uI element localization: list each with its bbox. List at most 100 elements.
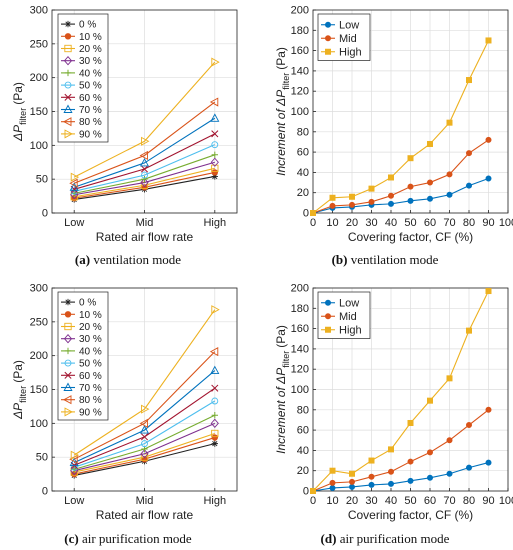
data-point [446, 119, 453, 126]
y-tick-label: 100 [291, 106, 309, 118]
legend-marker [64, 322, 72, 331]
series-line [73, 101, 216, 184]
legend-marker [64, 81, 72, 89]
data-point [407, 155, 414, 162]
legend-marker [63, 334, 73, 344]
data-point [139, 425, 150, 434]
legend-marker [63, 56, 73, 66]
series-line [73, 309, 216, 456]
data-point [387, 192, 394, 199]
y-tick-label: 120 [291, 364, 309, 376]
y-tick-label: 0 [42, 486, 48, 498]
x-tick-label: 30 [365, 495, 377, 507]
data-point [465, 77, 472, 84]
legend-label: 60 % [79, 93, 102, 104]
data-point [141, 440, 148, 448]
data-point [211, 412, 218, 419]
legend-label: 70 % [79, 105, 102, 116]
series-line [312, 290, 489, 492]
series-High-b [309, 37, 492, 216]
data-point [211, 169, 218, 176]
legend-marker [64, 44, 72, 53]
y-tick-label: 150 [30, 384, 48, 396]
legend-marker [64, 371, 72, 379]
legend-label: 50 % [79, 81, 102, 92]
series-line [74, 400, 216, 468]
series-line [73, 351, 216, 460]
series-line [312, 409, 489, 492]
y-tick-label: 300 [30, 5, 48, 17]
data-point [426, 474, 433, 481]
x-tick-label: 90 [482, 495, 494, 507]
data-point [446, 375, 453, 382]
data-point [70, 463, 78, 471]
data-point [329, 467, 336, 474]
y-tick-label: 100 [30, 418, 48, 430]
legend-label: 30 % [79, 56, 102, 67]
legend-label: 50 % [79, 359, 102, 370]
y-tick-label: 300 [30, 283, 48, 295]
legend-marker [64, 93, 72, 101]
data-point [485, 459, 492, 466]
x-tick-label: 100 [499, 495, 513, 507]
data-point [70, 450, 80, 460]
data-point [368, 457, 375, 464]
y-tick-label: 20 [297, 465, 309, 477]
y-axis-label-main: Increment of ΔP [274, 90, 288, 176]
y-tick-label: 60 [297, 147, 309, 159]
data-point [211, 440, 218, 447]
series-line [312, 177, 489, 214]
chart-d: 0 20 40 60 80 100 120 140 160 180 200 0 10 20 30 40 50 60… [274, 283, 513, 523]
data-point [140, 433, 149, 441]
legend-label: 80 % [79, 395, 102, 406]
data-point [368, 481, 375, 488]
y-tick-label: 200 [30, 350, 48, 362]
y-tick-label: 40 [297, 445, 309, 457]
y-tick-label: 80 [297, 404, 309, 416]
legend-marker [324, 48, 331, 55]
caption-a-letter: (a) [74, 252, 91, 267]
data-point [140, 449, 149, 459]
x-tick-label: 50 [404, 495, 416, 507]
x-tick-label: Mid [136, 217, 154, 229]
data-point [485, 37, 492, 44]
data-point [465, 464, 472, 471]
data-point [426, 195, 433, 202]
data-point [211, 305, 220, 315]
data-point [69, 178, 78, 188]
x-tick-label: 90 [482, 217, 494, 229]
y-axis-label-unit: (Pa) [11, 82, 25, 105]
y-axis-label-unit: (Pa) [274, 47, 288, 70]
chart-b: 0 20 40 60 80 100 120 140 160 180 200 0 10 20 30 40 50 60… [274, 5, 513, 245]
legend-marker [63, 395, 72, 405]
x-tick-label: 60 [424, 495, 436, 507]
y-axis-label-unit: (Pa) [274, 325, 288, 348]
legend-marker [324, 21, 331, 28]
data-point [407, 477, 414, 484]
x-tick-label: 80 [463, 217, 475, 229]
legend-marker [64, 129, 73, 139]
data-point [209, 97, 219, 107]
data-point [387, 446, 394, 453]
caption-c: (c) air purification mode [0, 531, 256, 547]
y-axis-label-main: ΔP [11, 403, 25, 420]
data-point [211, 173, 218, 180]
y-axis-label-sub: filter [18, 386, 28, 403]
data-point [211, 429, 219, 438]
series-50-a [70, 141, 219, 195]
y-tick-label: 150 [30, 106, 48, 118]
x-tick-label: 10 [326, 217, 338, 229]
x-axis-label: Rated air flow rate [96, 230, 194, 244]
data-point [426, 140, 433, 147]
legend-label: 90 % [79, 129, 102, 140]
data-point [407, 183, 414, 190]
legend-label: 60 % [79, 371, 102, 382]
data-point [329, 194, 336, 201]
data-point [329, 479, 336, 486]
data-point [210, 365, 220, 375]
x-tick-label: Low [64, 495, 84, 507]
data-point [465, 422, 472, 429]
data-point [329, 484, 336, 491]
